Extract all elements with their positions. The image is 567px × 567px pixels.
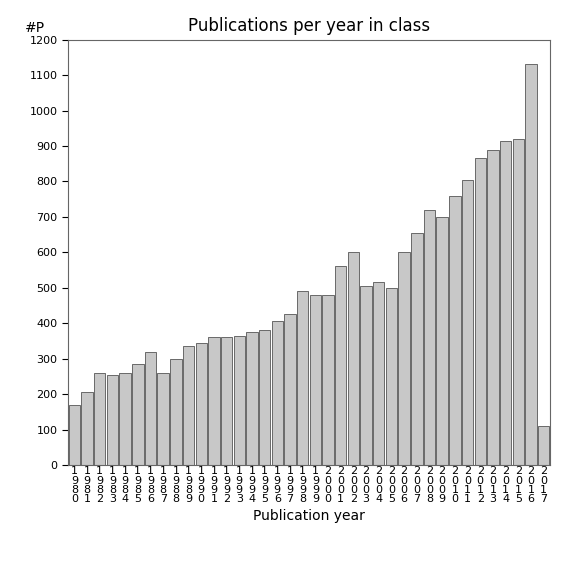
Bar [284,314,296,465]
Bar [107,375,118,465]
Bar [373,282,384,465]
Bar [399,252,410,465]
Bar [259,330,270,465]
Bar [411,233,422,465]
Bar [158,373,169,465]
Bar [538,426,549,465]
Bar [94,373,105,465]
Bar [322,295,334,465]
Bar [132,364,143,465]
Bar [310,295,321,465]
Bar [386,287,397,465]
Bar [81,392,93,465]
Bar [525,65,537,465]
Bar [424,210,435,465]
Bar [361,286,372,465]
Bar [462,180,473,465]
X-axis label: Publication year: Publication year [253,510,365,523]
Bar [221,337,232,465]
Bar [246,332,257,465]
Bar [183,346,194,465]
Bar [145,352,156,465]
Bar [335,266,346,465]
Bar [196,342,207,465]
Bar [348,252,359,465]
Bar [437,217,448,465]
Bar [234,336,245,465]
Bar [120,373,131,465]
Bar [513,139,524,465]
Title: Publications per year in class: Publications per year in class [188,18,430,35]
Bar [297,291,308,465]
Bar [69,405,80,465]
Bar [449,196,460,465]
Text: #P: #P [24,22,45,35]
Bar [208,337,219,465]
Bar [272,321,283,465]
Bar [500,141,511,465]
Bar [487,150,498,465]
Bar [170,358,181,465]
Bar [475,158,486,465]
